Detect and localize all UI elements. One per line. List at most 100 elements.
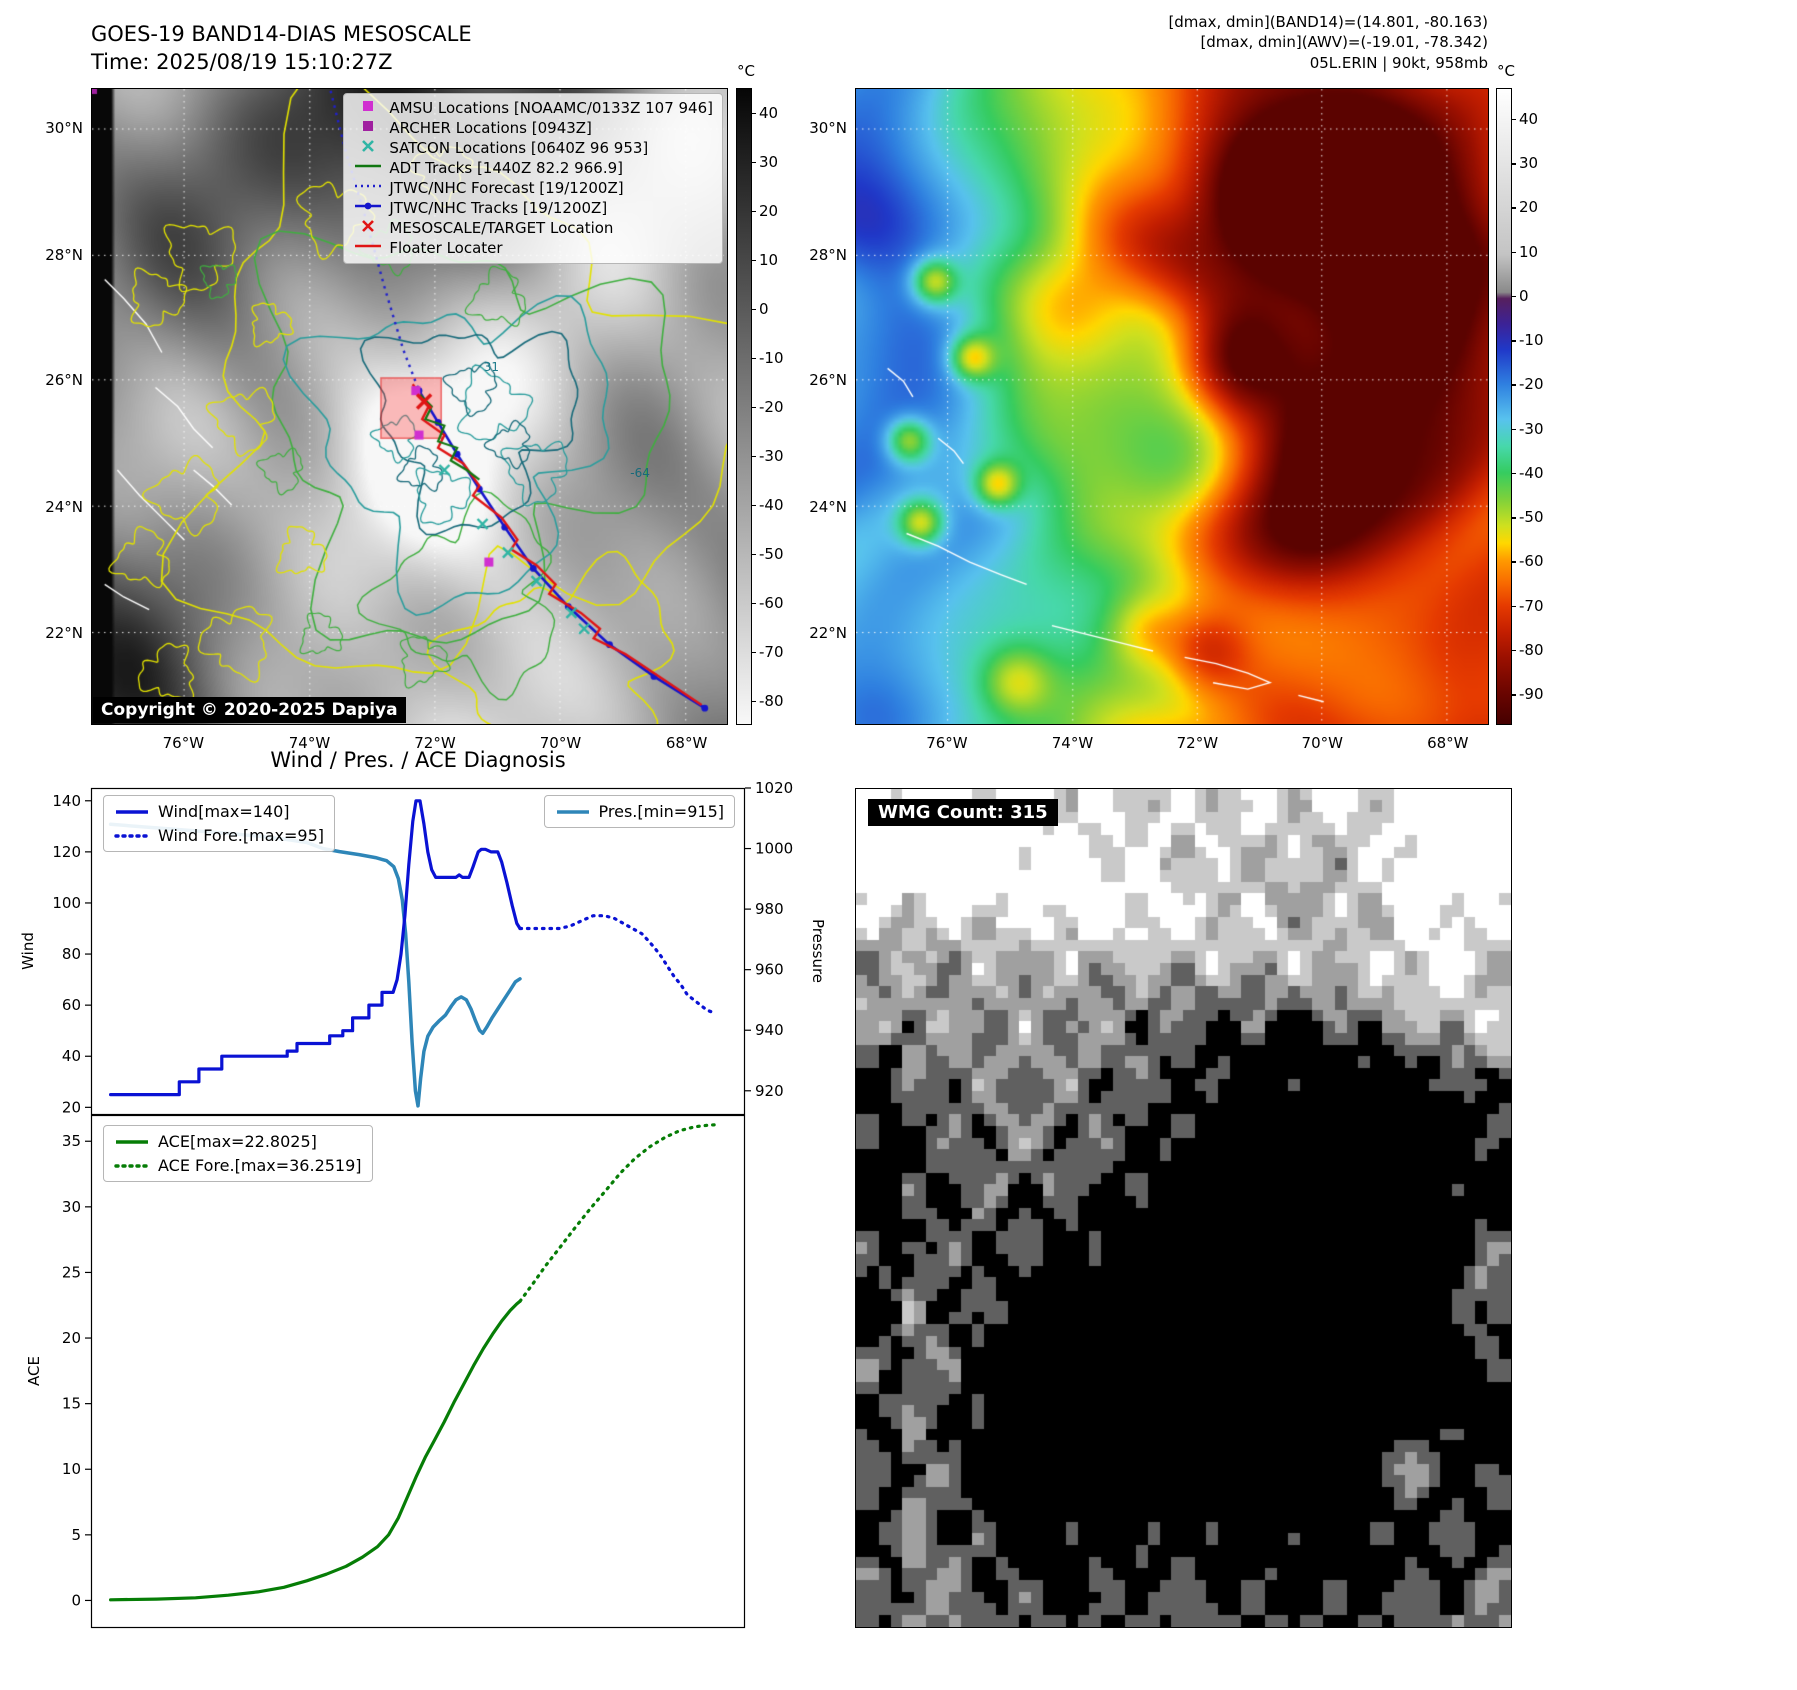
contour-label: 31 bbox=[483, 359, 500, 374]
colorbar-tick-label: -20 bbox=[759, 397, 784, 416]
colorbar-tick-label: 0 bbox=[1519, 286, 1529, 305]
chart-legend-label: Wind Fore.[max=95] bbox=[158, 826, 324, 845]
legend-line-sample-icon bbox=[114, 1159, 150, 1173]
map-legend-item: MESOSCALE/TARGET Location bbox=[353, 219, 713, 238]
lon-tick-label: 76°W bbox=[926, 734, 968, 752]
colorbar-tick-label: -40 bbox=[1519, 463, 1544, 482]
colorbar-tick-label: 10 bbox=[1519, 242, 1539, 261]
lat-tick-label: 26°N bbox=[809, 370, 847, 389]
colorbar-tick-label: -50 bbox=[1519, 508, 1544, 527]
y-tick-label: 20 bbox=[62, 1329, 81, 1347]
chart-legend-label: ACE[max=22.8025] bbox=[158, 1132, 317, 1151]
map-legend-item: SATCON Locations [0640Z 96 953] bbox=[353, 139, 713, 158]
series-line bbox=[109, 1299, 522, 1602]
colorbar-tick-mark bbox=[752, 357, 756, 359]
colorbar-tick-label: -70 bbox=[1519, 596, 1544, 615]
colorbar-tick-mark bbox=[1512, 517, 1516, 519]
x-legend-marker-icon bbox=[353, 139, 383, 158]
y-tick-label: 80 bbox=[62, 945, 81, 963]
colorbar-tick-label: -30 bbox=[759, 446, 784, 465]
chart-legend-item: Pres.[min=915] bbox=[555, 802, 724, 821]
tr-header: [dmax, dmin](BAND14)=(14.801, -80.163) [… bbox=[1168, 12, 1488, 73]
colorbar-tick-label: 10 bbox=[759, 250, 779, 269]
series-line bbox=[518, 914, 716, 1015]
ace-axis-label: ACE bbox=[25, 1356, 43, 1386]
map-legend-label: AMSU Locations [NOAAMC/0133Z 107 946] bbox=[389, 99, 713, 117]
colorbar-tick-mark bbox=[1512, 340, 1516, 342]
wind-axis-label: Wind bbox=[19, 932, 37, 970]
colorbar-tick-mark bbox=[752, 259, 756, 261]
y-tick-label: 140 bbox=[52, 792, 81, 810]
chart-legend-item: ACE[max=22.8025] bbox=[114, 1132, 362, 1151]
y2-tick-label: 960 bbox=[755, 961, 784, 979]
tr-colorbar-unit: °C bbox=[1497, 62, 1515, 80]
colorbar-tick-label: -20 bbox=[1519, 375, 1544, 394]
line-dot-legend-marker-icon bbox=[353, 199, 383, 218]
map-legend-label: ADT Tracks [1440Z 82.2 966.9] bbox=[389, 159, 623, 177]
colorbar-tick-label: 0 bbox=[759, 299, 769, 318]
lon-tick-label: 72°W bbox=[414, 734, 456, 752]
lon-tick-label: 68°W bbox=[665, 734, 708, 752]
map-legend-label: JTWC/NHC Tracks [19/1200Z] bbox=[389, 199, 608, 217]
chart-legend-label: Wind[max=140] bbox=[158, 802, 290, 821]
map-legend-item: AMSU Locations [NOAAMC/0133Z 107 946] bbox=[353, 99, 713, 118]
lat-tick-label: 30°N bbox=[45, 119, 83, 138]
colorbar-tick-mark bbox=[1512, 163, 1516, 165]
lat-tick-label: 22°N bbox=[809, 624, 847, 643]
map-legend: AMSU Locations [NOAAMC/0133Z 107 946] ARC… bbox=[343, 93, 723, 264]
chart-svg: 0 5 10 15 20 25 30 35 bbox=[62, 1114, 746, 1629]
legend-line-sample-icon bbox=[114, 805, 150, 819]
colorbar-tick-label: -60 bbox=[1519, 552, 1544, 571]
wind-pressure-chart: 20 40 60 80 100 120 140 920 940 960 980 1000 1020 Win… bbox=[52, 779, 793, 1116]
series-line bbox=[108, 822, 522, 1108]
lat-tick-label: 22°N bbox=[45, 624, 83, 643]
pressure-axis-label: Pressure bbox=[809, 918, 827, 984]
colorbar-tick-mark bbox=[752, 504, 756, 506]
colorbar-tick-label: -30 bbox=[1519, 419, 1544, 438]
tr-colorbar bbox=[1496, 88, 1512, 725]
colorbar-tick-label: -80 bbox=[759, 691, 784, 710]
colorbar-tick-label: 30 bbox=[759, 152, 779, 171]
chart-legend: Wind[max=140] Wind Fore.[max=95] bbox=[103, 795, 335, 852]
y-tick-label: 20 bbox=[62, 1098, 81, 1116]
x-legend-marker-icon bbox=[353, 219, 383, 238]
y-tick-label: 120 bbox=[52, 843, 81, 861]
y-tick-label: 35 bbox=[62, 1132, 81, 1150]
line-legend-marker-icon bbox=[353, 159, 383, 178]
lon-tick-label: 70°W bbox=[1301, 734, 1343, 752]
awv-map-canvas bbox=[856, 89, 1488, 724]
colorbar-tick-mark bbox=[752, 553, 756, 555]
colorbar-tick-mark bbox=[752, 602, 756, 604]
colorbar-tick-mark bbox=[1512, 118, 1516, 121]
colorbar-tick-mark bbox=[752, 308, 756, 310]
colorbar-tick-label: -90 bbox=[1519, 685, 1544, 704]
map-legend-item: JTWC/NHC Forecast [19/1200Z] bbox=[353, 179, 713, 198]
tl-subtitle: Time: 2025/08/19 15:10:27Z bbox=[91, 50, 393, 74]
lon-tick-label: 68°W bbox=[1427, 734, 1469, 752]
map-legend-item: ARCHER Locations [0943Z] bbox=[353, 119, 713, 138]
tl-colorbar-unit: °C bbox=[737, 62, 755, 80]
chart-svg: 20 40 60 80 100 120 140 920 940 960 980 1000 1020 bbox=[52, 779, 793, 1116]
lat-tick-label: 28°N bbox=[45, 245, 83, 264]
colorbar-tick-mark bbox=[752, 112, 756, 114]
map-legend-item: JTWC/NHC Tracks [19/1200Z] bbox=[353, 199, 713, 218]
colorbar-tick-mark bbox=[1512, 472, 1516, 475]
colorbar-tick-mark bbox=[1512, 605, 1516, 608]
tl-colorbar bbox=[736, 88, 752, 725]
chart-legend: Pres.[min=915] bbox=[543, 795, 735, 828]
colorbar-tick-label: -10 bbox=[1519, 331, 1544, 350]
chart-legend-item: Wind Fore.[max=95] bbox=[114, 826, 324, 845]
colorbar-tick-label: -80 bbox=[1519, 640, 1544, 659]
y-tick-label: 40 bbox=[62, 1047, 81, 1065]
chart-border bbox=[90, 1114, 746, 1629]
colorbar-tick-label: -40 bbox=[759, 495, 784, 514]
lat-tick-label: 30°N bbox=[809, 119, 847, 138]
y2-tick-label: 980 bbox=[755, 900, 784, 918]
lon-tick-label: 74°W bbox=[1051, 734, 1094, 752]
colorbar-tick-mark bbox=[1512, 428, 1516, 431]
wmg-canvas bbox=[856, 789, 1511, 1627]
band14-map-panel: AMSU Locations [NOAAMC/0133Z 107 946] ARC… bbox=[91, 88, 728, 725]
colorbar-tick-mark bbox=[752, 210, 756, 212]
lat-tick-label: 26°N bbox=[45, 370, 83, 389]
